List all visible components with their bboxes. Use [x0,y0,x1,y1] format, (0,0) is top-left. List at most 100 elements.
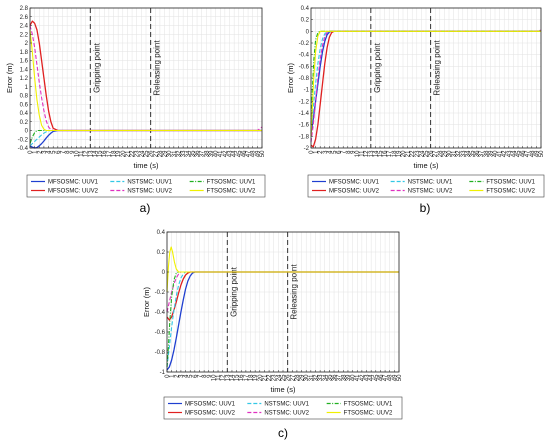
x-tick-label: 12 [84,150,90,157]
x-tick-label: 33 [181,150,187,157]
x-tick-label: 15 [378,150,384,157]
legend-entry: NSTSMC: UUV2 [408,189,453,195]
x-tick-label: 34 [465,150,471,157]
x-tick-label: 27 [433,150,439,157]
x-tick-label: 15 [235,374,241,381]
panel-caption: c) [278,426,288,440]
x-tick-label: 47 [246,150,252,157]
series-line-ftsosmc-uuv2 [29,29,262,132]
y-tick-label: 0.2 [301,18,310,24]
y-tick-label: 0 [162,270,166,276]
x-tick-label: 24 [139,150,145,157]
annotation-label: Releasing point [290,264,299,320]
x-tick-label: 30 [304,374,310,381]
y-tick-label: 2 [25,41,29,47]
legend-entry: NSTSMC: UUV2 [264,411,309,417]
y-tick-label: 2.6 [20,15,29,21]
x-tick-label: 38 [341,374,347,381]
legend-entry: NSTSMC: UUV1 [127,180,172,186]
x-tick-label: 23 [415,150,421,157]
x-tick-label: 20 [121,150,127,157]
legend: MFSOSMC: UUV1 NSTSMC: UUV1 FTSOSMC: UUV1 MF… [307,174,545,198]
x-tick-label: 10 [211,374,217,381]
x-tick-label: 2 [37,150,43,154]
y-tick-label: -0.2 [18,137,29,143]
x-tick-label: 13 [225,374,231,381]
series-line-mfsosmc-uuv2 [166,271,399,321]
x-tick-label: 48 [388,374,394,381]
x-tick-label: 25 [144,150,150,157]
x-tick-label: 31 [452,150,458,157]
x-tick-label: 49 [534,150,540,157]
x-tick-label: 19 [253,374,259,381]
x-tick-label: 24 [419,150,425,157]
x-tick-label: 4 [184,374,190,378]
x-tick-label: 30 [167,150,173,157]
x-tick-label: 22 [130,150,136,157]
x-tick-label: 18 [112,150,118,157]
legend-entry: MFSOSMC: UUV1 [329,180,380,186]
x-tick-label: 32 [176,150,182,157]
annotation-label: Releasing point [153,40,162,96]
legend-entry: MFSOSMC: UUV1 [48,180,99,186]
x-axis-label: time (s) [414,161,440,170]
y-tick-label: -0.2 [299,41,310,47]
x-tick-label: 22 [267,374,273,381]
x-tick-label: 0 [309,150,315,154]
x-tick-label: 45 [374,374,380,381]
x-tick-label: 9 [70,150,76,154]
x-tick-label: 24 [276,374,282,381]
x-tick-label: 11 [216,374,222,381]
x-tick-label: 9 [350,150,356,154]
x-tick-label: 21 [406,150,412,157]
y-tick-label: -1 [304,88,310,94]
x-tick-label: 14 [230,374,236,381]
x-tick-label: 50 [397,374,403,381]
x-tick-label: 8 [346,150,352,154]
x-tick-label: 17 [387,150,393,157]
x-tick-label: 0 [165,374,171,378]
x-tick-label: 6 [337,150,343,154]
x-tick-label: 25 [424,150,430,157]
x-tick-label: 29 [442,150,448,157]
y-tick-label: 0.8 [20,94,29,100]
x-tick-label: 22 [410,150,416,157]
x-tick-label: 42 [502,150,508,157]
annotation-label: Gripping point [229,266,238,317]
x-tick-label: 14 [93,150,99,157]
y-tick-label: -1 [160,370,166,376]
legend-box [26,174,266,198]
x-tick-label: 1 [314,150,320,154]
x-tick-label: 28 [295,374,301,381]
x-tick-label: 13 [88,150,94,157]
x-tick-label: 50 [260,150,266,157]
x-axis-label: time (s) [271,385,297,394]
x-tick-label: 36 [475,150,481,157]
legend-entry: FTSOSMC: UUV2 [344,411,393,417]
series-line-mfsosmc-uuv1 [166,271,399,371]
x-tick-label: 1 [170,374,176,378]
y-tick-label: 0 [25,129,29,135]
x-tick-label: 23 [272,374,278,381]
x-tick-label: 35 [327,374,333,381]
series-line-ftsosmc-uuv2 [310,30,541,137]
y-tick-label: -0.6 [299,64,310,70]
x-tick-label: 37 [200,150,206,157]
legend-entry: FTSOSMC: UUV2 [207,189,256,195]
x-tick-label: 9 [207,374,213,378]
x-tick-label: 36 [332,374,338,381]
x-tick-label: 27 [290,374,296,381]
x-tick-label: 5 [51,150,57,154]
legend-entry: MFSOSMC: UUV1 [185,402,236,408]
y-axis-label: Error (m) [286,63,295,93]
x-tick-label: 38 [484,150,490,157]
annotation-label: Releasing point [433,40,442,96]
x-tick-label: 16 [383,150,389,157]
x-tick-label: 26 [429,150,435,157]
series-line-mfsosmc-uuv2 [310,30,541,148]
x-tick-label: 15 [98,150,104,157]
x-tick-label: 3 [42,150,48,154]
x-tick-label: 7 [197,374,203,378]
x-tick-label: 14 [373,150,379,157]
x-tick-label: 8 [65,150,71,154]
